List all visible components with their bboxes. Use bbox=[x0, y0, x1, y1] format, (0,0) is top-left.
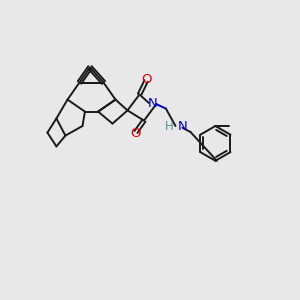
Text: O: O bbox=[130, 127, 141, 140]
Text: H: H bbox=[165, 120, 174, 133]
Text: N: N bbox=[178, 120, 187, 133]
Text: N: N bbox=[148, 97, 157, 110]
Text: O: O bbox=[142, 73, 152, 86]
